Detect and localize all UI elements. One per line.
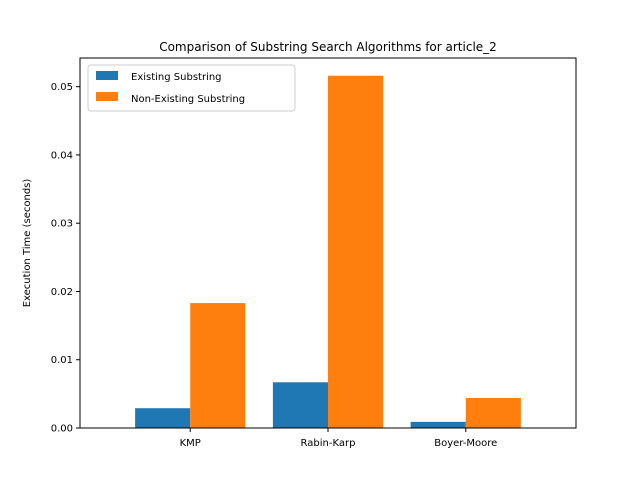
bar-non-existing-boyer-moore [465, 397, 521, 428]
legend-swatch-existing [96, 71, 118, 80]
legend-swatch-non-existing [96, 92, 118, 101]
x-tick-label: KMP [180, 438, 201, 449]
y-tick-label: 0.04 [51, 150, 73, 161]
y-tick-label: 0.03 [51, 219, 73, 230]
bar-non-existing-kmp [190, 303, 246, 428]
legend-label-non-existing: Non-Existing Substring [131, 94, 245, 105]
chart-title: Comparison of Substring Search Algorithm… [159, 40, 497, 54]
y-tick-label: 0.05 [51, 82, 73, 93]
y-tick-label: 0.02 [51, 287, 73, 298]
bar-existing-boyer-moore [410, 421, 466, 428]
x-tick-label: Rabin-Karp [301, 438, 356, 449]
bars-group [135, 75, 521, 428]
bar-non-existing-rabin-karp [328, 75, 384, 428]
bar-existing-rabin-karp [272, 382, 328, 428]
x-axis: KMP Rabin-Karp Boyer-Moore [180, 428, 497, 449]
legend: Existing Substring Non-Existing Substrin… [87, 64, 296, 112]
bar-existing-kmp [135, 408, 191, 428]
x-tick-label: Boyer-Moore [434, 438, 497, 449]
y-axis: 0.00 0.01 0.02 0.03 0.04 0.05 [51, 82, 80, 435]
y-tick-label: 0.00 [51, 424, 73, 435]
legend-label-existing: Existing Substring [131, 72, 222, 83]
legend-frame [87, 64, 296, 112]
y-axis-label: Execution Time (seconds) [22, 179, 33, 308]
y-tick-label: 0.01 [51, 355, 73, 366]
